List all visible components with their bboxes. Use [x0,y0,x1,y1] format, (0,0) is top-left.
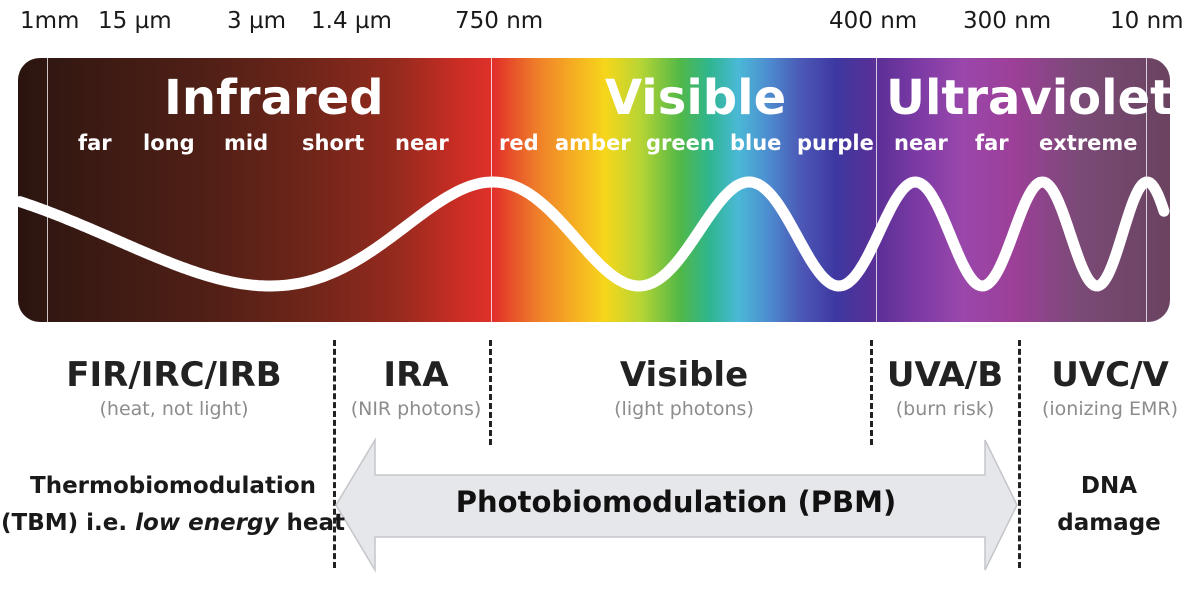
region-title-infrared: Infrared [164,70,384,126]
tbm-line-2-pre: (TBM) i.e. [1,510,136,536]
category-fir: FIR/IRC/IRB [66,355,282,395]
divider-750nm [491,58,492,322]
category-uvab: UVA/B [886,355,1004,395]
scale-label-750nm: 750 nm [455,8,544,34]
category-ira: IRA [383,355,449,395]
dna-line-2: damage [1057,510,1161,536]
tbm-line-2-emphasis: low energy [135,510,279,536]
sub-ir-long: long [143,131,195,155]
tbm-line-1: Thermobiomodulation [30,473,316,499]
sub-vis-blue: blue [730,131,782,155]
category-ira-note: (NIR photons) [350,398,482,420]
pbm-label: Photobiomodulation (PBM) [455,485,897,519]
scale-label-1mm: 1mm [20,8,80,34]
region-title-visible: Visible [605,70,787,126]
sub-vis-purple: purple [797,131,874,155]
sub-ir-mid: mid [224,131,269,155]
divider-400nm [876,58,877,322]
sub-ir-short: short [302,131,365,155]
scale-label-400nm: 400 nm [829,8,918,34]
category-uvcv-note: (ionizing EMR) [1041,398,1179,420]
sub-vis-red: red [499,131,539,155]
separator-visible-uvab [870,340,873,445]
category-fir-note: (heat, not light) [99,398,249,420]
divider-1mm [47,58,48,322]
sub-ir-near: near [395,131,449,155]
sub-vis-green: green [646,131,715,155]
tbm-line-2-post: heat [278,510,345,536]
category-uvab-note: (burn risk) [895,398,995,420]
category-uvcv: UVC/V [1051,355,1169,395]
category-visible: Visible [619,355,749,395]
scale-label-3um: 3 µm [227,8,286,34]
scale-label-15um: 15 µm [98,8,172,34]
scale-label-1-4um: 1.4 µm [311,8,392,34]
scale-label-10nm: 10 nm [1110,8,1184,34]
separator-fir-ira [333,340,336,568]
sub-ir-far: far [78,131,112,155]
separator-uvab-uvcv [1018,340,1021,568]
sub-uv-extreme: extreme [1039,131,1138,155]
sub-uv-far: far [975,131,1009,155]
dna-line-1: DNA [1080,473,1138,499]
tbm-line-2: (TBM) i.e. low energy heat [1,510,345,536]
sub-uv-near: near [894,131,948,155]
category-visible-note: (light photons) [614,398,754,420]
separator-ira-visible [489,340,492,445]
sub-vis-amber: amber [555,131,631,155]
scale-label-300nm: 300 nm [963,8,1052,34]
region-title-ultraviolet: Ultraviolet [886,70,1174,126]
